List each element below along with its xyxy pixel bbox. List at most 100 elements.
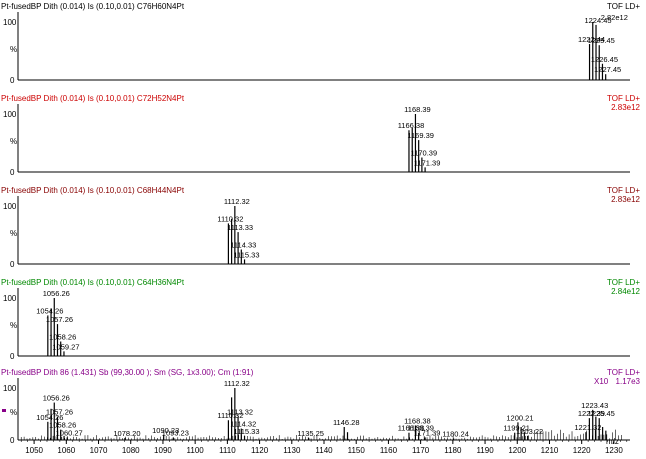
x-tick-label: 1210 [541,446,559,455]
peak-label: 1114.32 [230,420,256,429]
x-axis-label: m/z [606,437,619,446]
peak-label: 1057.26 [46,408,73,417]
peak-label: 1166.38 [398,424,425,433]
spectrum-panel-1: Pt-fusedBP Dith (0.014) Is (0.10,0.01) C… [1,2,640,85]
x-tick-label: 1080 [122,446,140,455]
peak-label: 1171.39 [414,158,441,167]
spectrum-panel-2: Pt-fusedBP Dith (0.014) Is (0.10,0.01) C… [1,94,641,177]
y-tick-label: 100 [3,384,17,393]
peak-label: 1060.27 [56,428,83,437]
panel-mode: TOF LD+ [607,94,640,103]
peak-label: 1171.39 [414,428,441,437]
peak-label: 1058.26 [49,421,76,430]
peak-label: 1114.33 [230,241,256,250]
peak-label: 1110.32 [217,411,243,420]
peak-label: 1113.33 [227,223,253,232]
panel-mode: TOF LD+ [607,2,640,11]
peak-label: 1199.21 [503,424,530,433]
peak-label: 1110.32 [217,214,243,223]
x-tick-label: 1180 [444,446,462,455]
peak-label: 1054.26 [36,306,63,315]
y-tick-label: 100 [3,110,17,119]
x-tick-label: 1070 [90,446,108,455]
spectra-panels: Pt-fusedBP Dith (0.014) Is (0.10,0.01) C… [1,2,641,445]
peak-label: 1222.44 [578,35,605,44]
peak-label: 1135.25 [297,429,324,438]
y-tick-label: % [10,137,17,146]
x-tick-label: 1140 [315,446,333,455]
y-tick-label: 100 [3,294,17,303]
peak-label: 1078.20 [113,429,140,438]
y-tick-label: % [10,229,17,238]
peak-label: 1115.33 [234,427,260,436]
x-tick-label: 1090 [154,446,172,455]
y-tick-label: % [10,45,17,54]
panel-intensity: 2.83e12 [611,195,640,204]
peak-label: 1057.26 [46,315,73,324]
peak-label: 1058.26 [49,333,76,342]
peak-label: 1200.21 [506,413,533,422]
x-tick-label: 1050 [25,446,43,455]
peak-label: 1222.39 [578,409,605,418]
peak-label: 1226.45 [591,55,618,64]
peak-label: 1146.28 [333,418,360,427]
peak-label: 1054.26 [36,413,63,422]
peak-label: 1169.39 [407,131,434,140]
peak-label: 1169.39 [407,424,434,433]
panel-mode: TOF LD+ [607,278,640,287]
x-tick-label: 1220 [573,446,591,455]
y-tick-label: 0 [10,168,15,177]
spectrum-panel-3: Pt-fusedBP Dith (0.014) Is (0.10,0.01) C… [1,186,641,269]
panel-title: Pt-fusedBP Dith (0.014) Is (0.10,0.01) C… [1,278,185,287]
panel-intensity: 1.17e3 [616,377,641,386]
peak-label: 1090.23 [152,426,179,435]
panel-mode: TOF LD+ [607,186,640,195]
panel-intensity: 2.83e12 [611,103,640,112]
peak-label: 1225.45 [588,36,615,45]
peak-label: 1112.32 [224,197,250,206]
peak-label: 1059.27 [52,342,79,351]
peak-label: 1224.45 [584,16,611,25]
peak-label: 1113.32 [227,408,253,417]
panel-title: Pt-fusedBP Dith 86 (1.431) Sb (99,30.00 … [1,368,254,377]
peak-label: 1056.26 [43,394,70,403]
x-tick-label: 1160 [380,446,398,455]
x-axis: 1050 1060 1070 1080 1090 1100 1110 1120 1130 1140… [20,437,628,455]
peak-label: 1170.39 [411,149,438,158]
peak-label: 1112.32 [224,379,250,388]
y-tick-label: 100 [3,202,17,211]
x-tick-label: 1130 [283,446,301,455]
peak-label: 1056.26 [43,289,70,298]
peak-label: 1203.22 [516,427,543,436]
panel-intensity: 2.84e12 [611,287,640,296]
peak-label: 1115.33 [234,250,260,259]
y-tick-label: 0 [10,436,15,445]
x-tick-label: 1170 [412,446,430,455]
x-tick-label: 1200 [508,446,526,455]
y-tick-label: 0 [10,76,15,85]
y-tick-label: % [10,408,17,417]
x-tick-label: 1190 [476,446,494,455]
panel-title: Pt-fusedBP Dith (0.014) Is (0.10,0.01) C… [1,186,185,195]
peak-label: 1093.23 [162,428,189,437]
peak-label: 1221.32 [574,423,601,432]
peak-label: 1223.43 [581,401,608,410]
y-tick-label: % [10,321,17,330]
peak-label: 1225.45 [588,409,615,418]
lock-mass-marker [2,409,6,412]
x-tick-label: 1120 [251,446,269,455]
baseline-noise [20,429,622,440]
spectrum-panel-4: Pt-fusedBP Dith (0.014) Is (0.10,0.01) C… [1,278,641,361]
panel-mode: TOF LD+ [607,368,640,377]
peak-label: 1166.38 [398,121,425,130]
y-tick-label: 0 [10,260,15,269]
x-tick-label: 1100 [187,446,205,455]
panel-title: Pt-fusedBP Dith (0.014) Is (0.10,0.01) C… [1,94,185,103]
x-tick-label: 1230 [605,446,623,455]
y-tick-label: 100 [3,18,17,27]
peak-label: 2.82e12 [601,13,628,22]
panel-title: Pt-fusedBP Dith (0.014) Is (0.10,0.01) C… [1,2,185,11]
x-tick-label: 1110 [219,446,236,455]
peak-label: 1227.45 [594,65,621,74]
